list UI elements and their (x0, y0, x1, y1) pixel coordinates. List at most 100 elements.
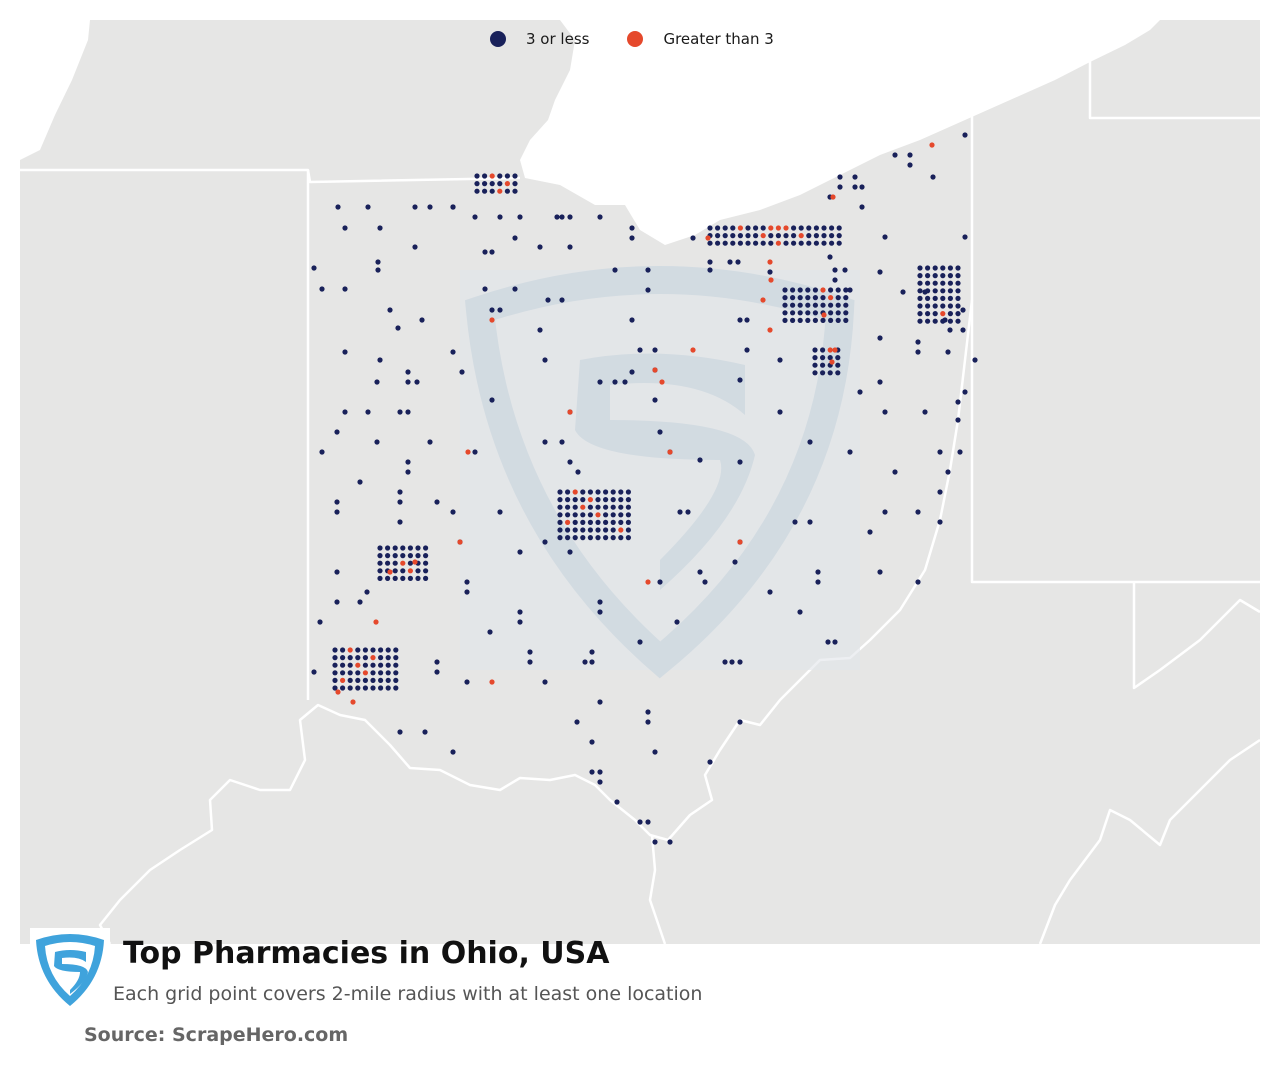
grid-point-low (397, 489, 403, 495)
grid-point-low (697, 457, 703, 463)
grid-point-low (707, 759, 713, 765)
grid-point-low (587, 512, 594, 518)
grid-point-low (807, 519, 813, 525)
grid-point-low (385, 647, 391, 653)
grid-point-low (832, 639, 838, 645)
grid-point-low (542, 357, 548, 363)
grid-point-low (877, 335, 883, 341)
grid-point-low (737, 317, 743, 323)
grid-point-low (960, 307, 966, 313)
grid-point-low (652, 749, 658, 755)
grid-point-low (892, 152, 898, 158)
grid-point-low (768, 240, 774, 246)
grid-point-low (595, 519, 601, 526)
grid-point-low (917, 311, 923, 317)
grid-point-low (557, 535, 563, 541)
grid-point-low (955, 318, 961, 324)
grid-point-low (357, 479, 363, 485)
grid-point-high (350, 699, 356, 705)
grid-point-low (790, 310, 796, 316)
grid-point-low (797, 609, 803, 615)
grid-point-low (370, 662, 376, 668)
grid-point-low (392, 568, 398, 574)
grid-point-low (450, 349, 456, 355)
grid-point-low (737, 240, 744, 246)
grid-point-low (332, 677, 338, 684)
grid-point-high (497, 188, 503, 194)
grid-point-low (852, 184, 858, 190)
grid-point-low (612, 267, 618, 273)
grid-point-low (820, 362, 826, 368)
grid-point-low (915, 509, 921, 515)
grid-point-low (915, 579, 921, 585)
grid-point-low (610, 519, 616, 526)
grid-point-low (955, 417, 961, 423)
grid-point-low (847, 449, 853, 455)
scrapehero-shield-icon (30, 928, 110, 1010)
grid-point-low (697, 569, 703, 575)
grid-point-low (400, 553, 406, 559)
grid-point-low (559, 297, 565, 303)
grid-point-low (835, 317, 841, 323)
grid-point-low (572, 527, 578, 533)
legend-swatch-high (627, 31, 644, 47)
grid-point-low (618, 489, 624, 495)
grid-point-low (806, 225, 812, 231)
grid-point-high (798, 233, 804, 239)
grid-points (311, 132, 978, 845)
grid-point-low (347, 670, 353, 676)
grid-point-high (335, 689, 341, 695)
grid-point-low (820, 355, 826, 361)
grid-point-low (589, 659, 595, 665)
grid-point-low (400, 575, 406, 582)
grid-point-low (347, 662, 353, 668)
grid-point-low (378, 685, 384, 691)
grid-point-low (837, 184, 843, 190)
grid-point-low (434, 499, 440, 505)
grid-point-high (659, 379, 665, 385)
grid-point-low (370, 677, 376, 684)
grid-point-low (565, 504, 571, 510)
grid-point-low (813, 233, 820, 239)
grid-point-low (311, 669, 317, 675)
grid-point-low (835, 295, 841, 301)
grid-point-low (815, 569, 821, 575)
grid-point-low (857, 389, 863, 395)
grid-point-low (722, 240, 728, 246)
grid-point-low (527, 659, 533, 665)
grid-point-low (625, 497, 632, 503)
grid-point-low (760, 240, 766, 246)
grid-point-low (614, 799, 620, 805)
grid-point-low (629, 225, 635, 231)
grid-point-low (340, 655, 346, 661)
grid-point-low (393, 670, 399, 676)
grid-point-low (332, 647, 338, 653)
grid-point-low (917, 295, 923, 301)
grid-point-low (812, 355, 818, 361)
grid-point-low (385, 560, 391, 566)
grid-point-low (557, 519, 563, 526)
grid-point-low (832, 277, 838, 283)
grid-point-low (482, 188, 488, 194)
grid-point-low (385, 575, 391, 582)
grid-point-low (385, 662, 391, 668)
grid-point-low (915, 339, 921, 345)
grid-point-low (385, 677, 391, 684)
grid-point-low (767, 269, 773, 275)
grid-point-low (753, 240, 759, 246)
grid-point-low (370, 647, 376, 653)
grid-point-low (812, 287, 819, 293)
grid-point-low (423, 545, 429, 551)
grid-point-low (618, 497, 624, 503)
grid-point-low (820, 302, 826, 308)
grid-point-low (355, 670, 361, 676)
grid-point-low (727, 259, 733, 265)
grid-point-low (932, 295, 938, 301)
grid-point-low (580, 527, 586, 533)
grid-point-high (587, 497, 594, 503)
grid-point-low (777, 357, 783, 363)
grid-point-low (722, 233, 728, 239)
grid-point-low (805, 302, 811, 308)
grid-point-low (572, 535, 578, 541)
grid-point-low (378, 655, 384, 661)
